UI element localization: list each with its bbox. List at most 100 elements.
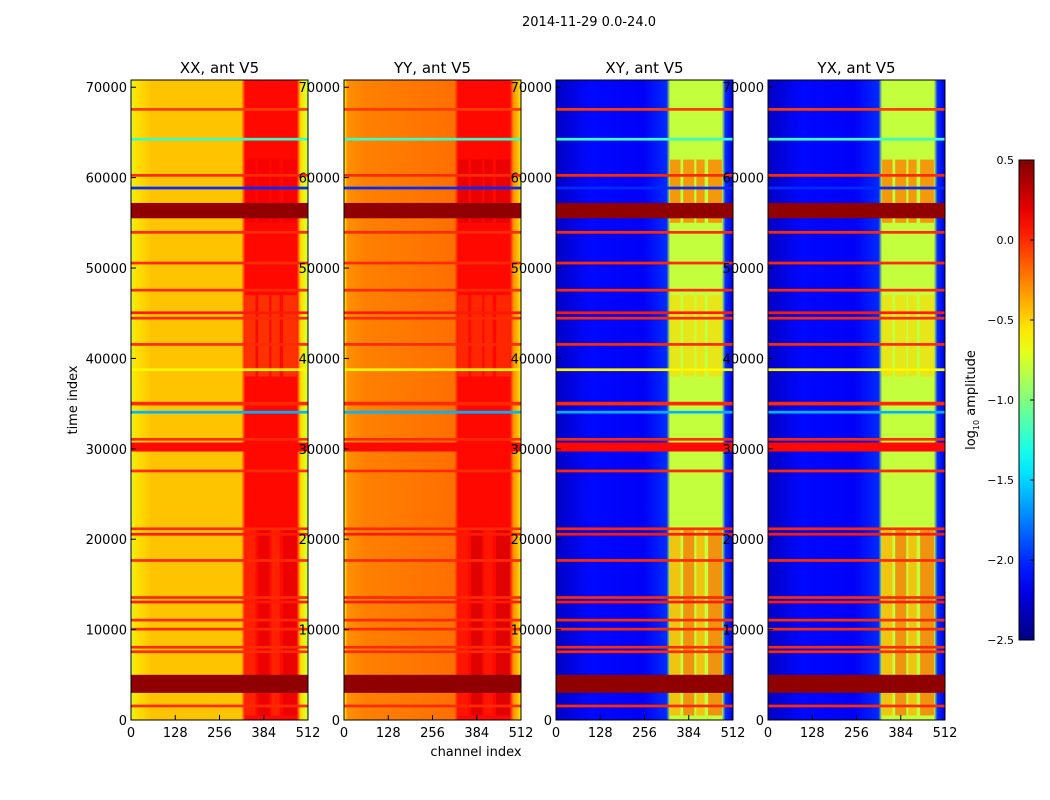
flagged-row xyxy=(344,311,521,315)
rfi-band xyxy=(458,159,469,223)
x-tick-label: 128 xyxy=(376,726,401,741)
panel-title: YY, ant V5 xyxy=(393,59,471,77)
flagged-row xyxy=(768,343,945,346)
flagged-row xyxy=(344,261,521,265)
rfi-band xyxy=(245,530,256,716)
x-tick-label: 0 xyxy=(127,726,135,741)
flagged-row xyxy=(768,600,945,604)
flagged-row xyxy=(131,532,308,536)
flagged-row xyxy=(768,627,945,631)
y-tick-label: 30000 xyxy=(86,443,127,458)
rfi-band xyxy=(908,530,917,716)
y-tick-label: 10000 xyxy=(86,624,127,639)
flagged-row xyxy=(768,311,945,315)
flagged-row xyxy=(344,343,521,346)
flagged-row xyxy=(556,437,733,441)
y-tick-label: 20000 xyxy=(723,533,764,548)
colorbar-tick-label: −2.0 xyxy=(987,554,1014,567)
rfi-band xyxy=(683,295,695,377)
flagged-row xyxy=(131,288,308,292)
flagged-row xyxy=(344,316,521,320)
flagged-row xyxy=(768,230,945,234)
flagged-row xyxy=(768,368,945,372)
rfi-band xyxy=(908,295,917,377)
y-tick-label: 70000 xyxy=(511,81,552,96)
y-tick-label: 50000 xyxy=(723,262,764,277)
rfi-band xyxy=(258,159,270,223)
flagged-row xyxy=(344,469,521,473)
colorbar-tick-label: −2.5 xyxy=(987,634,1014,647)
flagged-row xyxy=(131,311,308,315)
x-tick-label: 0 xyxy=(552,726,560,741)
flagged-row xyxy=(344,618,521,622)
flagged-row xyxy=(344,442,521,452)
y-tick-label: 20000 xyxy=(86,533,127,548)
colorbar-tick-label: −1.5 xyxy=(987,474,1014,487)
flagged-row xyxy=(344,650,521,654)
flagged-row xyxy=(131,650,308,654)
y-tick-label: 60000 xyxy=(299,172,340,187)
rfi-band xyxy=(458,530,469,716)
flagged-row xyxy=(556,316,733,320)
flagged-row xyxy=(556,401,733,406)
panel-1: YY, ant V5 0 128 256 384 512 0 10000 20000 30000 4… xyxy=(299,59,534,741)
y-tick-label: 20000 xyxy=(511,533,552,548)
y-tick-label: 40000 xyxy=(86,352,127,367)
rfi-band xyxy=(683,159,695,223)
flagged-row xyxy=(131,343,308,346)
flagged-row xyxy=(131,410,308,414)
x-tick-label: 256 xyxy=(207,726,232,741)
x-tick-label: 512 xyxy=(933,726,958,741)
flagged-row xyxy=(556,137,733,141)
flagged-row xyxy=(556,288,733,292)
y-tick-label: 60000 xyxy=(723,172,764,187)
flagged-row xyxy=(768,202,945,219)
rfi-band xyxy=(895,159,907,223)
rfi-band xyxy=(271,530,280,716)
flagged-row xyxy=(344,596,521,599)
flagged-row xyxy=(768,108,945,111)
flagged-row xyxy=(768,137,945,141)
x-tick-label: 384 xyxy=(251,726,276,741)
flagged-row xyxy=(556,527,733,531)
flagged-row xyxy=(556,108,733,111)
rfi-band xyxy=(683,530,695,716)
rfi-band xyxy=(283,530,297,716)
y-tick-label: 0 xyxy=(544,714,552,729)
flagged-row xyxy=(131,261,308,265)
x-tick-label: 128 xyxy=(800,726,825,741)
y-tick-label: 30000 xyxy=(511,443,552,458)
panel-title: XY, ant V5 xyxy=(605,59,683,77)
flagged-row xyxy=(768,618,945,622)
flagged-row xyxy=(131,704,308,708)
flagged-row xyxy=(556,174,733,177)
flagged-row xyxy=(768,401,945,406)
y-tick-label: 50000 xyxy=(511,262,552,277)
flagged-row xyxy=(131,437,308,441)
flagged-row xyxy=(768,645,945,649)
flagged-row xyxy=(556,469,733,473)
rfi-band xyxy=(696,530,705,716)
figure-title: 2014-11-29 0.0-24.0 xyxy=(522,15,656,30)
panel-3: YX, ant V5 0 128 256 384 512 0 10000 20000 30000 4… xyxy=(723,59,958,741)
flagged-row xyxy=(131,316,308,320)
rfi-band xyxy=(670,530,681,716)
rfi-band xyxy=(882,530,893,716)
panel-title: YX, ant V5 xyxy=(816,59,895,77)
flagged-row xyxy=(131,645,308,649)
y-tick-label: 0 xyxy=(756,714,764,729)
y-tick-label: 60000 xyxy=(86,172,127,187)
y-tick-label: 40000 xyxy=(723,352,764,367)
flagged-row xyxy=(344,230,521,234)
panel-title: XX, ant V5 xyxy=(180,59,259,77)
flagged-row xyxy=(344,137,521,141)
flagged-row xyxy=(768,527,945,531)
flagged-row xyxy=(768,174,945,177)
colorbar-tick-label: 0.0 xyxy=(997,234,1015,247)
flagged-row xyxy=(768,186,945,190)
flagged-row xyxy=(768,596,945,599)
x-axis-label: channel index xyxy=(430,745,521,760)
flagged-row xyxy=(131,600,308,604)
y-tick-label: 0 xyxy=(119,714,127,729)
flagged-row xyxy=(768,469,945,473)
